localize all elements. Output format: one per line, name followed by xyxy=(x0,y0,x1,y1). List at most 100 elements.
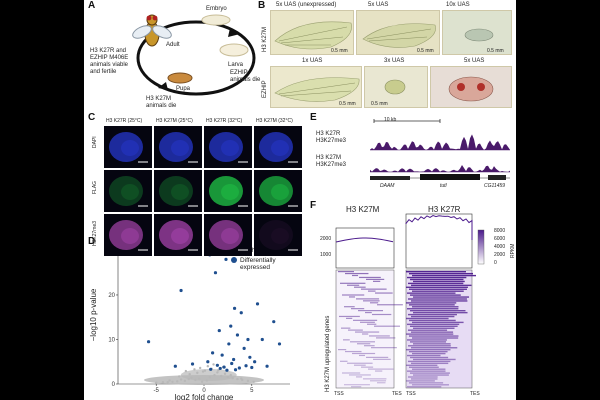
point-unchanged xyxy=(171,380,174,383)
legend-label: expressed xyxy=(240,264,270,271)
heatmap-row-k27m xyxy=(351,386,362,388)
heatmap-row-k27r xyxy=(410,278,464,281)
point-differential xyxy=(277,342,282,346)
x-axis-label: log2 fold change xyxy=(175,393,234,400)
point-unchanged xyxy=(231,377,234,380)
point-differential xyxy=(253,360,257,364)
col-title: 1x UAS xyxy=(302,58,323,64)
point-unchanged xyxy=(206,364,210,368)
y-tick-label: 20 xyxy=(108,293,115,299)
heatmap-row-k27r xyxy=(411,300,468,302)
viable-note: H3 K27R and EZHIP M406E animals viable a… xyxy=(90,48,129,75)
col-title: H3 K27R (32°C) xyxy=(206,118,243,124)
disc-pouch xyxy=(271,184,289,200)
disc-shape xyxy=(209,176,243,206)
point-unchanged xyxy=(208,376,211,379)
point-unchanged xyxy=(166,381,169,384)
k27m-note: H3 K27M animals die xyxy=(146,96,177,109)
heatmap-row-k27m xyxy=(350,341,375,343)
heatmap-row-k27m xyxy=(357,343,371,345)
point-differential xyxy=(232,357,236,362)
point-differential xyxy=(233,368,238,372)
point-unchanged xyxy=(236,377,239,381)
disc-pouch xyxy=(121,140,139,156)
disc-stain xyxy=(109,220,148,251)
heatmap-row-k27r xyxy=(410,341,447,343)
heatmap-row-k27m xyxy=(343,339,350,341)
heatmap-row-k27r xyxy=(412,337,459,339)
point-differential xyxy=(232,306,237,310)
heatmap-row-k27m xyxy=(374,325,400,327)
x-tick-label: 5 xyxy=(250,388,254,394)
gene-label: tutl xyxy=(440,183,447,189)
heatmap-row-k27r xyxy=(413,327,455,329)
point-unchanged xyxy=(229,373,232,377)
heatmap-row-k27r xyxy=(411,315,455,318)
profile-line-k27r xyxy=(405,215,473,240)
point-unchanged xyxy=(177,375,181,378)
point-differential xyxy=(215,363,219,367)
heatmap-row-k27r xyxy=(408,313,457,316)
profile-frame xyxy=(335,227,395,269)
heatmap-row-k27m xyxy=(338,271,354,273)
heatmap-panel xyxy=(335,213,485,389)
disc-pouch xyxy=(171,184,189,200)
stage-label-adult: Adult xyxy=(166,42,180,48)
col-title: 5x UAS xyxy=(464,58,485,64)
heatmap-row-k27r xyxy=(407,323,460,326)
heatmap-row-k27m xyxy=(377,382,386,384)
col-title: H3 K27R (25°C) xyxy=(106,118,143,124)
heatmap-row-k27r xyxy=(409,319,456,322)
point-unchanged xyxy=(194,378,197,382)
heatmap-row-k27m xyxy=(339,315,360,318)
point-differential xyxy=(217,328,221,333)
adult-fly-drawing xyxy=(132,14,172,47)
volcano-plot: -5050102030log2 fold change−log10 p-valu… xyxy=(89,246,290,400)
heatmap-row-k27m xyxy=(360,321,375,323)
point-unchanged xyxy=(201,370,205,373)
heatmap-row-k27m xyxy=(368,290,376,292)
point-unchanged xyxy=(188,373,191,376)
heatmap-row-k27r xyxy=(406,271,466,273)
heatmap-row-k27m xyxy=(372,313,392,316)
heatmap-row-k27r xyxy=(413,296,470,298)
profile-line-k27m xyxy=(335,237,394,243)
stage-label-pupa: Pupa xyxy=(176,86,191,92)
heatmap-row-k27r xyxy=(406,286,468,288)
disc-pouch xyxy=(221,184,239,200)
heatmap-row-k27r xyxy=(406,364,438,366)
colorbar-tick: 8000 xyxy=(494,228,506,234)
wing-image: 0.5 mm xyxy=(442,10,512,55)
disc-stain xyxy=(159,176,198,207)
heatmap-row-k27r xyxy=(409,350,448,353)
point-unchanged xyxy=(240,377,243,380)
larva-drawing xyxy=(219,43,249,57)
col-title: H3 K27M (25°C) xyxy=(156,118,193,124)
point-differential xyxy=(179,288,183,293)
heatmap-row-k27r xyxy=(412,368,446,370)
heatmap-row-k27r xyxy=(412,306,459,308)
heatmap-row-k27m xyxy=(373,358,391,360)
heatmap-row-k27r xyxy=(412,321,464,324)
wing-image: 0.5 mm xyxy=(356,10,440,55)
heatmap-row-k27m xyxy=(349,374,371,376)
disc-shape xyxy=(109,132,143,162)
heatmap-row-k27m xyxy=(363,378,387,380)
point-differential xyxy=(255,302,260,306)
heatmap-row-k27r xyxy=(409,272,473,275)
scale-bar-label: 10 kb xyxy=(384,117,397,123)
point-differential xyxy=(173,364,177,368)
y-tick-label: 10 xyxy=(108,337,115,343)
row-title-h3k27m: H3 K27M xyxy=(262,26,268,52)
x-tick: TSS xyxy=(406,391,416,397)
gene-label: DAAM xyxy=(380,183,395,189)
heatmap-row-k27r xyxy=(407,354,441,357)
heatmap-row-k27r xyxy=(413,311,468,314)
heatmap-row-k27m xyxy=(349,296,356,298)
micrograph-tile xyxy=(204,214,252,256)
heatmap-row-k27r xyxy=(409,288,467,290)
heatmap-row-k27r xyxy=(407,308,459,310)
figure: A Embryo Adult Larva Pupa H3 K27R and EZ… xyxy=(84,0,516,400)
micrograph-tile xyxy=(104,170,152,212)
heatmap-row-k27r xyxy=(407,370,446,372)
